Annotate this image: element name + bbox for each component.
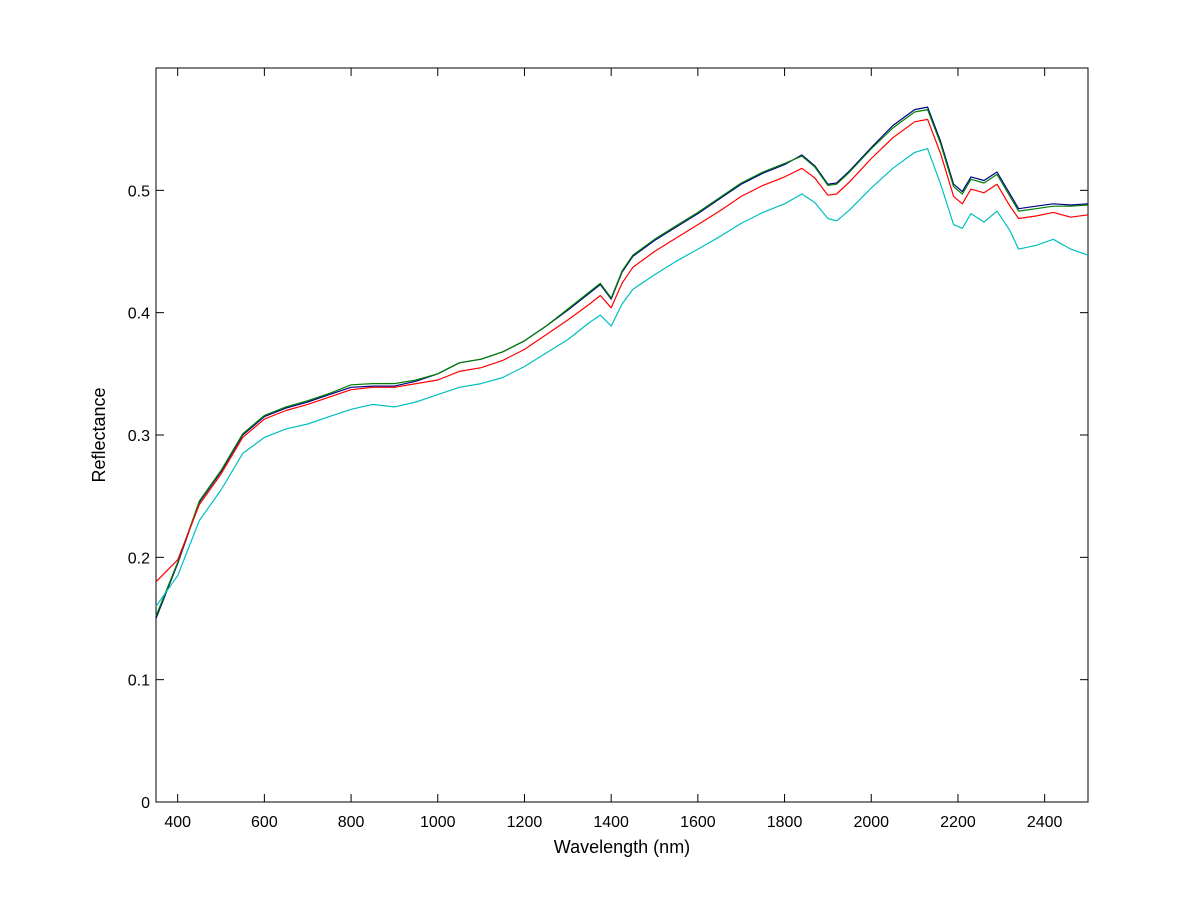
series-line-4 — [155, 148, 1089, 607]
x-tick-label: 1200 — [507, 814, 543, 831]
y-tick-label: 0.4 — [128, 306, 150, 323]
x-tick-label: 400 — [164, 814, 191, 831]
series-line-3 — [155, 118, 1089, 583]
x-tick-label: 600 — [251, 814, 278, 831]
plot-area — [155, 67, 1089, 803]
x-tick-label: 2400 — [1027, 814, 1063, 831]
y-tick-label: 0.5 — [128, 183, 150, 200]
y-tick-label: 0.1 — [128, 673, 150, 690]
x-axis-title: Wavelength (nm) — [554, 837, 690, 857]
tick-layer: 400 600 800 1000 1200 1400 1600 1800 2000 2200 240… — [128, 68, 1088, 831]
x-tick-label: 1400 — [593, 814, 629, 831]
series-line-2 — [155, 108, 1089, 617]
x-tick-label: 800 — [338, 814, 365, 831]
y-tick-label: 0 — [141, 795, 150, 812]
y-tick-label: 0.2 — [128, 550, 150, 567]
x-tick-label: 1800 — [767, 814, 803, 831]
y-tick-label: 0.3 — [128, 428, 150, 445]
x-tick-label: 1600 — [680, 814, 716, 831]
y-axis-title: Reflectance — [89, 387, 109, 482]
x-tick-label: 1000 — [420, 814, 456, 831]
series-line-1 — [155, 106, 1089, 619]
x-tick-label: 2200 — [940, 814, 976, 831]
x-tick-label: 2000 — [853, 814, 889, 831]
series-layer — [155, 106, 1089, 619]
